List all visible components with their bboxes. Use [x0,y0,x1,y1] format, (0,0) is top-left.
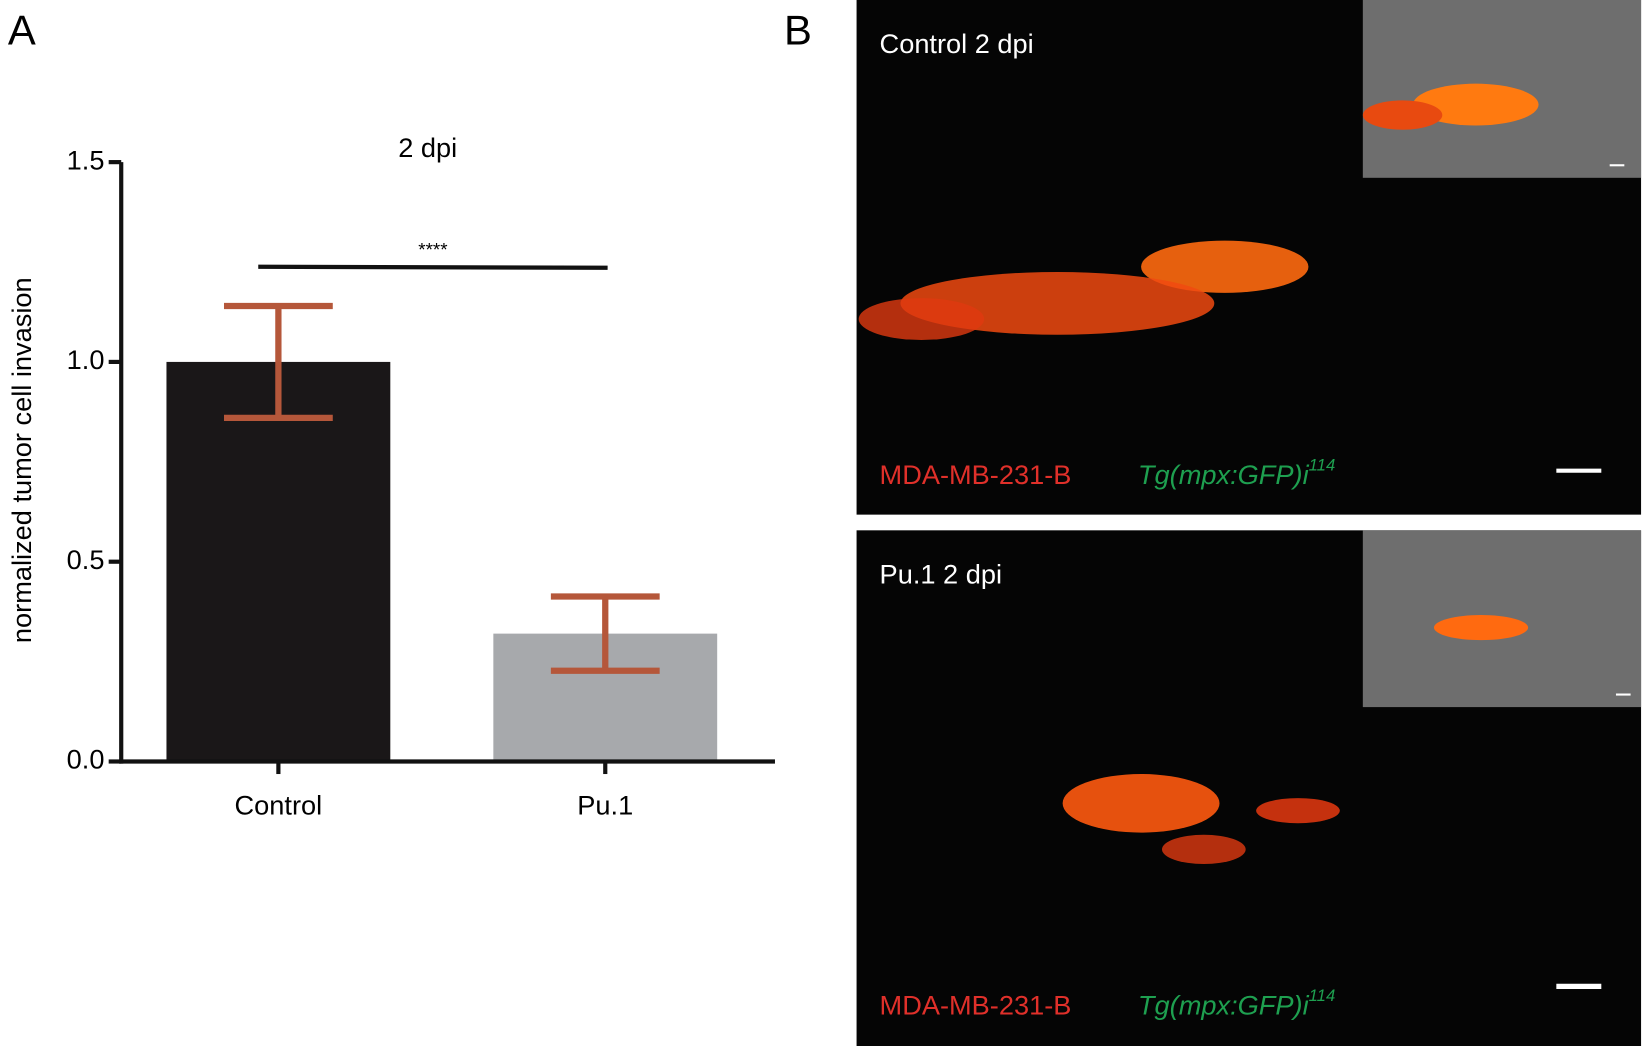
green-channel-label: Tg(mpx:GFP)i114 [1138,986,1335,1020]
cell-cluster [1141,240,1309,293]
y-tick-label: 0.5 [67,544,105,575]
y-tick-label: 0.0 [67,744,105,775]
green-label-superscript: 114 [1309,986,1336,1005]
inset-cluster [1413,83,1539,126]
y-tick-label: 1.0 [67,344,105,375]
image-label: Control 2 dpi [880,28,1034,59]
cell-cluster [1161,834,1246,864]
cell-cluster [1256,798,1340,824]
error-bar [550,593,660,674]
error-bar [223,302,333,421]
x-tick-label: Control [235,790,323,821]
y-axis-label: normalized tumor cell invasion [6,277,37,643]
x-tick-label: Pu.1 [577,790,633,821]
green-channel-label: Tg(mpx:GFP)i114 [1138,456,1335,490]
green-label-text: Tg(mpx:GFP)i [1138,459,1310,490]
inset-cluster [1362,100,1443,130]
significance-line [258,264,608,270]
green-label-superscript: 114 [1309,456,1336,475]
significance-label: **** [418,239,448,260]
panel-label: A [8,7,36,54]
green-label-text: Tg(mpx:GFP)i [1138,989,1310,1020]
y-tick-label: 1.5 [67,144,105,175]
chart-title: 2 dpi [398,132,457,163]
cell-cluster [858,298,985,340]
micrograph [856,530,1642,1046]
panel-label: B [784,7,812,54]
red-channel-label: MDA-MB-231-B [880,989,1072,1020]
red-channel-label: MDA-MB-231-B [880,459,1072,490]
image-label: Pu.1 2 dpi [880,559,1002,590]
micrograph [856,0,1642,515]
bar [166,361,391,762]
inset-cluster [1433,615,1529,641]
cell-cluster [1062,774,1220,833]
